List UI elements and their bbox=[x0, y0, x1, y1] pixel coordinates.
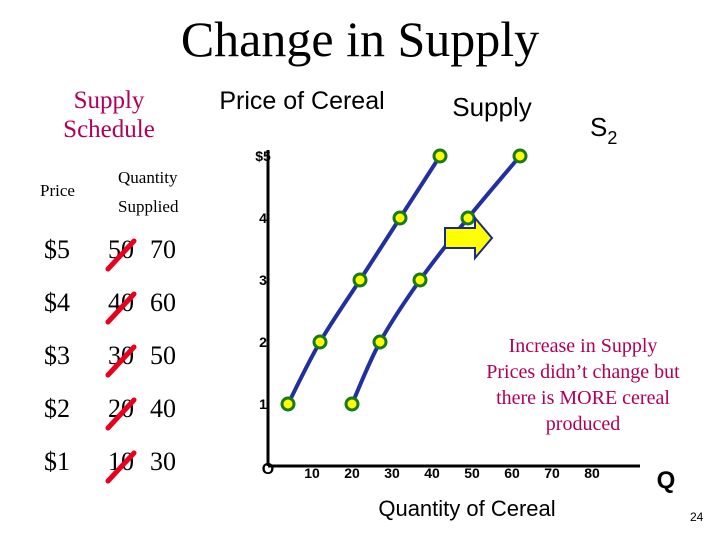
chart-labels: Price of Cereal Supply S2 Quantity of Cerea… bbox=[219, 87, 675, 521]
s2-series-label: S2 bbox=[590, 112, 617, 148]
y-tick-label: 2 bbox=[259, 334, 267, 350]
row-new-quantity: 60 bbox=[150, 288, 176, 317]
x-axis-title: Quantity of Cereal bbox=[378, 496, 555, 521]
x-tick-label: 60 bbox=[504, 465, 520, 481]
y-tick-label: 3 bbox=[259, 272, 267, 288]
shift-right-arrow bbox=[444, 215, 494, 261]
supply-data-point bbox=[280, 396, 296, 412]
price-column-header: Price bbox=[40, 181, 75, 200]
strike-mark bbox=[105, 397, 137, 431]
strike-mark bbox=[105, 238, 137, 272]
row-old-quantity: 10 bbox=[108, 447, 134, 476]
s2-subscript: 2 bbox=[607, 128, 617, 148]
row-new-quantity: 30 bbox=[150, 447, 176, 476]
strike-mark bbox=[105, 344, 137, 378]
x-axis-short-label: Q bbox=[657, 467, 676, 494]
row-price: $1 bbox=[44, 447, 70, 476]
chart-axes bbox=[266, 150, 640, 468]
row-price: $2 bbox=[44, 394, 70, 423]
row-price: $4 bbox=[44, 288, 70, 317]
x-tick-label: 10 bbox=[304, 465, 320, 481]
s2-data-point bbox=[344, 396, 360, 412]
s2-data-point bbox=[372, 334, 388, 350]
x-tick-label: 30 bbox=[384, 465, 400, 481]
note-line: Increase in Supply bbox=[508, 335, 658, 357]
row-old-quantity: 20 bbox=[108, 394, 134, 423]
supply-data-point bbox=[392, 210, 408, 226]
strike-marks bbox=[105, 238, 137, 484]
origin-label: O bbox=[262, 461, 274, 478]
x-tick-label: 20 bbox=[344, 465, 360, 481]
y-tick-label: 4 bbox=[259, 210, 267, 226]
x-tick-label: 50 bbox=[464, 465, 480, 481]
chart-title: Price of Cereal bbox=[219, 87, 384, 115]
y-tick-label: $5 bbox=[255, 148, 271, 164]
note-line: there is MORE cereal bbox=[496, 387, 670, 409]
slide-title: Change in Supply bbox=[180, 11, 540, 67]
row-old-quantity: 40 bbox=[108, 288, 134, 317]
row-new-quantity: 50 bbox=[150, 341, 176, 370]
quantity-column-header-line2: Supplied bbox=[118, 197, 179, 216]
s2-data-point bbox=[512, 148, 528, 164]
note-line: Prices didn’t change but bbox=[486, 361, 680, 383]
supply-data-point bbox=[432, 148, 448, 164]
s2-data-point bbox=[460, 210, 476, 226]
quantity-column-header-line1: Quantity bbox=[118, 168, 178, 187]
x-tick-label: 80 bbox=[584, 465, 600, 481]
row-price: $3 bbox=[44, 341, 70, 370]
row-price: $5 bbox=[44, 235, 70, 264]
schedule-title: Supply Schedule bbox=[63, 87, 155, 143]
y-tick-label: 1 bbox=[259, 396, 267, 412]
row-new-quantity: 40 bbox=[150, 394, 176, 423]
s2-data-point bbox=[412, 272, 428, 288]
row-old-quantity: 50 bbox=[108, 235, 134, 264]
increase-in-supply-note: Increase in Supply Prices didn’t change … bbox=[456, 333, 710, 437]
chart-points bbox=[280, 148, 528, 412]
row-new-quantity: 70 bbox=[150, 235, 176, 264]
supply-data-point bbox=[312, 334, 328, 350]
chart-ticks: 10 20 30 40 50 60 70 80 1 2 3 4 $5 O bbox=[255, 148, 600, 481]
supply-data-point bbox=[352, 272, 368, 288]
page-number: 24 bbox=[690, 510, 704, 524]
x-tick-label: 70 bbox=[544, 465, 560, 481]
strike-mark bbox=[105, 291, 137, 325]
row-old-quantity: 30 bbox=[108, 341, 134, 370]
supply-series-label: Supply bbox=[452, 92, 532, 122]
note-line: produced bbox=[545, 413, 621, 435]
x-tick-label: 40 bbox=[424, 465, 440, 481]
strike-mark bbox=[105, 450, 137, 484]
